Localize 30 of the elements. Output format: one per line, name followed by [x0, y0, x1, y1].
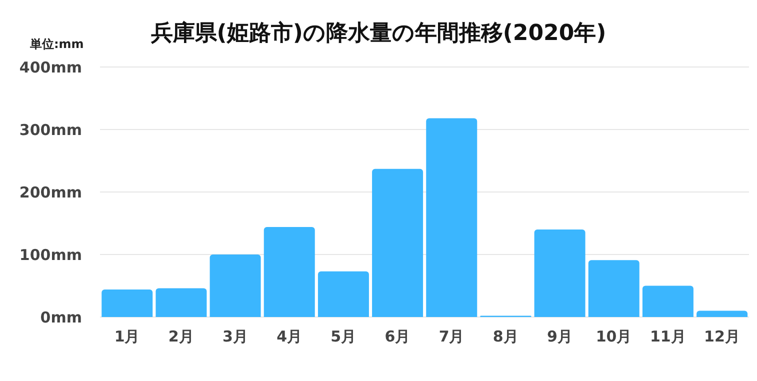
text: 単位:mm: [30, 36, 84, 53]
bar: [642, 286, 694, 317]
bar: [588, 260, 640, 317]
x-tick-label: 11月: [650, 328, 686, 346]
x-tick-label: 8月: [492, 328, 518, 346]
bar: [210, 254, 261, 317]
bar: [534, 230, 586, 317]
x-tick-label: 5月: [330, 328, 356, 346]
x-tick-label: 3月: [222, 328, 248, 346]
chart-title: 兵庫県(姫路市)の降水量の年間推移(2020年): [150, 21, 606, 46]
x-tick-label: 9月: [546, 328, 572, 346]
x-tick-label: 6月: [384, 328, 410, 346]
y-tick-label: 0mm: [40, 308, 82, 326]
x-tick-label: 7月: [438, 328, 464, 346]
x-tick-label: 10月: [596, 328, 632, 346]
x-tick-label: 1月: [114, 328, 140, 346]
bar: [426, 118, 478, 317]
bar: [696, 310, 748, 317]
bar: [102, 290, 153, 317]
y-tick-label: 400mm: [19, 58, 82, 76]
bar: [318, 271, 369, 317]
x-tick-label: 12月: [704, 328, 740, 346]
bar: [372, 168, 424, 317]
bar: [156, 288, 207, 317]
x-tick-label: 2月: [168, 328, 194, 346]
y-tick-label: 100mm: [19, 246, 82, 264]
x-tick-label: 4月: [276, 328, 302, 346]
y-tick-label: 200mm: [19, 183, 82, 202]
bar: [264, 227, 315, 317]
y-tick-label: 300mm: [19, 120, 82, 139]
